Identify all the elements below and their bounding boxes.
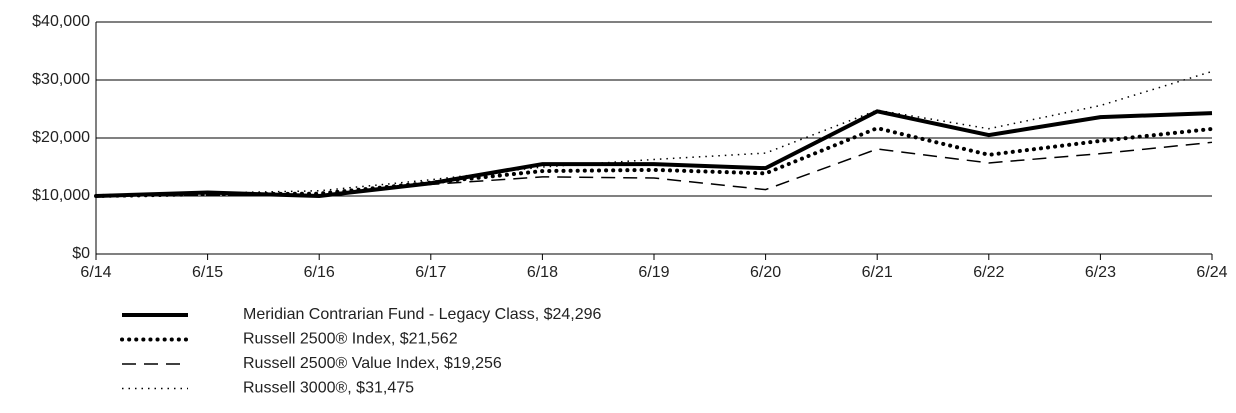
- x-tick-label: 6/14: [80, 264, 111, 281]
- y-tick-label: $30,000: [32, 71, 90, 88]
- x-tick-label: 6/20: [750, 264, 781, 281]
- x-tick-label: 6/15: [192, 264, 223, 281]
- x-tick-label: 6/22: [973, 264, 1004, 281]
- y-tick-label: $10,000: [32, 187, 90, 204]
- legend-label: Meridian Contrarian Fund - Legacy Class,…: [243, 306, 602, 323]
- x-tick-label: 6/18: [527, 264, 558, 281]
- legend-label: Russell 2500® Index, $21,562: [243, 331, 458, 348]
- x-tick-label: 6/23: [1085, 264, 1116, 281]
- y-tick-label: $20,000: [32, 129, 90, 146]
- x-tick-label: 6/17: [415, 264, 446, 281]
- series-line: [95, 70, 1213, 197]
- series-line: [95, 109, 1213, 199]
- legend-label: Russell 2500® Value Index, $19,256: [243, 355, 502, 372]
- x-tick-label: 6/21: [862, 264, 893, 281]
- x-tick-label: 6/19: [638, 264, 669, 281]
- x-tick-label: 6/24: [1196, 264, 1227, 281]
- x-tick-label: 6/16: [304, 264, 335, 281]
- legend-label: Russell 3000®, $31,475: [243, 380, 414, 397]
- y-tick-label: $0: [72, 245, 90, 262]
- y-tick-label: $40,000: [32, 13, 90, 30]
